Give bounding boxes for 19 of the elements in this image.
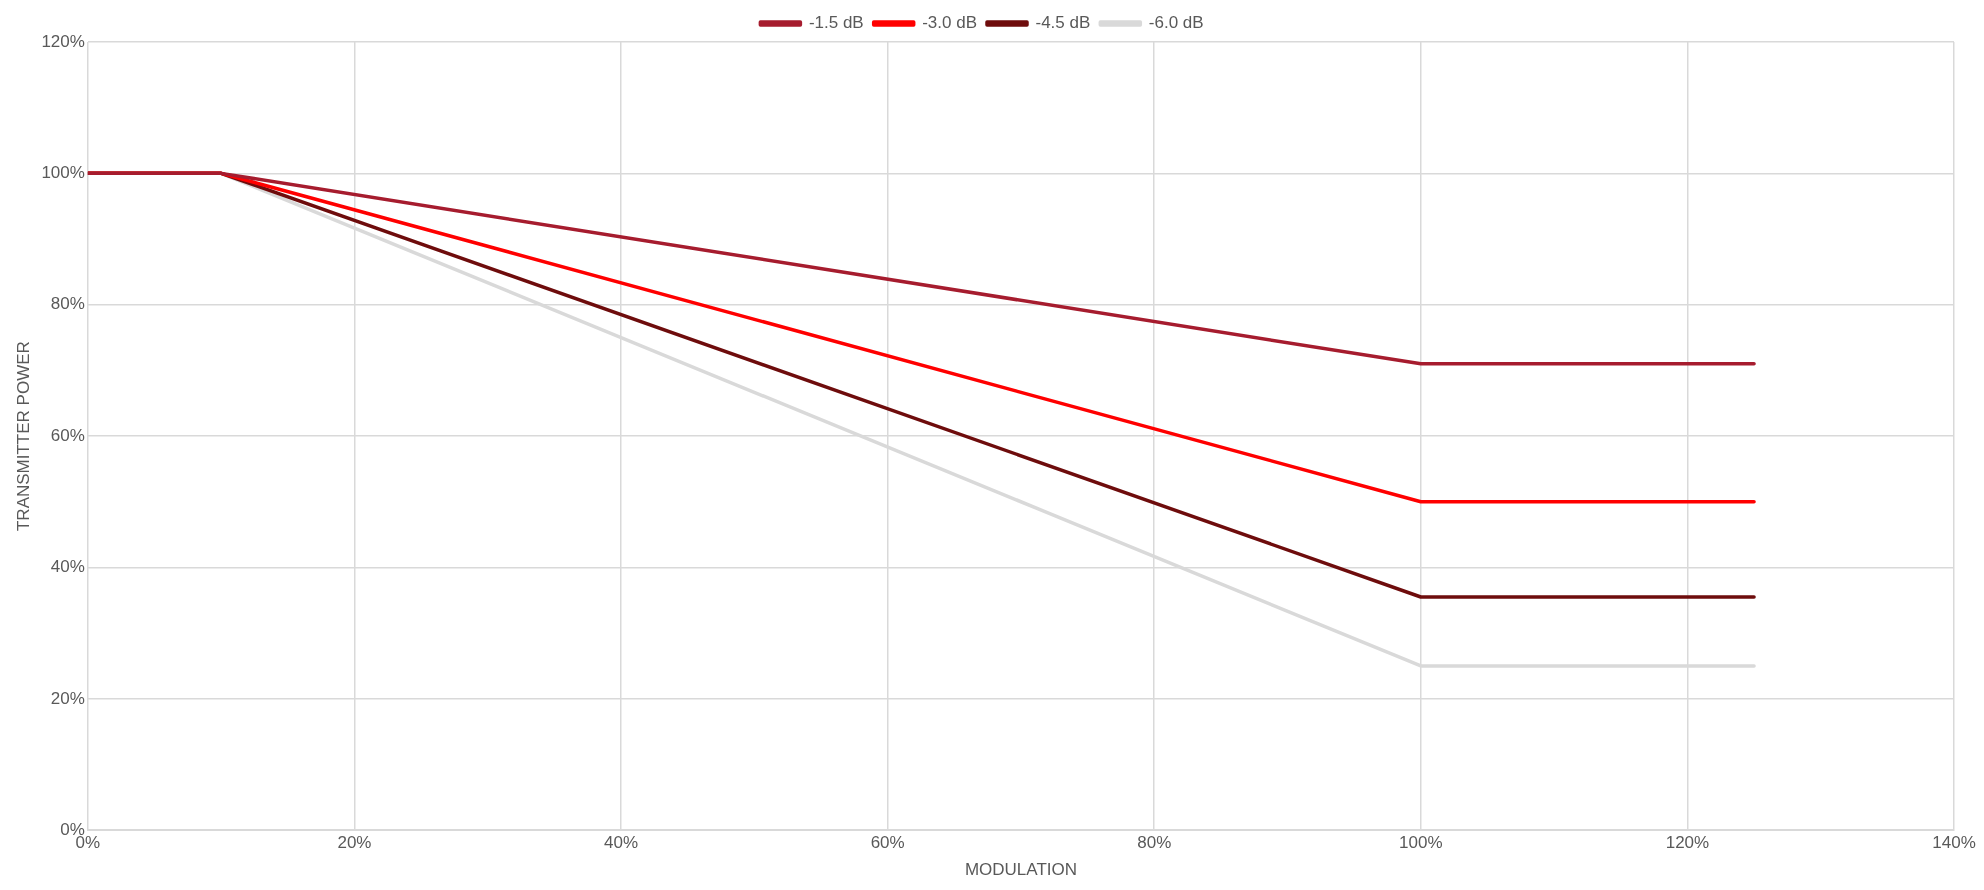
x-tick-label: 140% [1932,833,1976,853]
legend-label: -6.0 dB [1148,13,1204,33]
x-axis-title: MODULATION [964,860,1077,880]
y-tick-label: 120% [41,31,85,51]
legend-label: -3.0 dB [922,13,977,33]
legend-label: -4.5 dB [1035,13,1091,33]
y-axis-title: TRANSMITTER POWER [13,341,33,532]
x-tick-label: 20% [337,833,372,853]
x-tick-label: 100% [1399,833,1443,853]
y-tick-label: 100% [41,163,85,183]
y-tick-label: 40% [50,557,85,577]
x-tick-label: 40% [604,833,639,853]
y-tick-label: 80% [50,294,85,314]
x-tick-label: 80% [1137,833,1172,853]
x-tick-label: 60% [870,833,905,853]
legend-label: -1.5 dB [808,13,864,33]
y-tick-label: 20% [50,688,85,708]
y-tick-label: 60% [50,425,85,445]
x-tick-label: 120% [1665,833,1710,853]
